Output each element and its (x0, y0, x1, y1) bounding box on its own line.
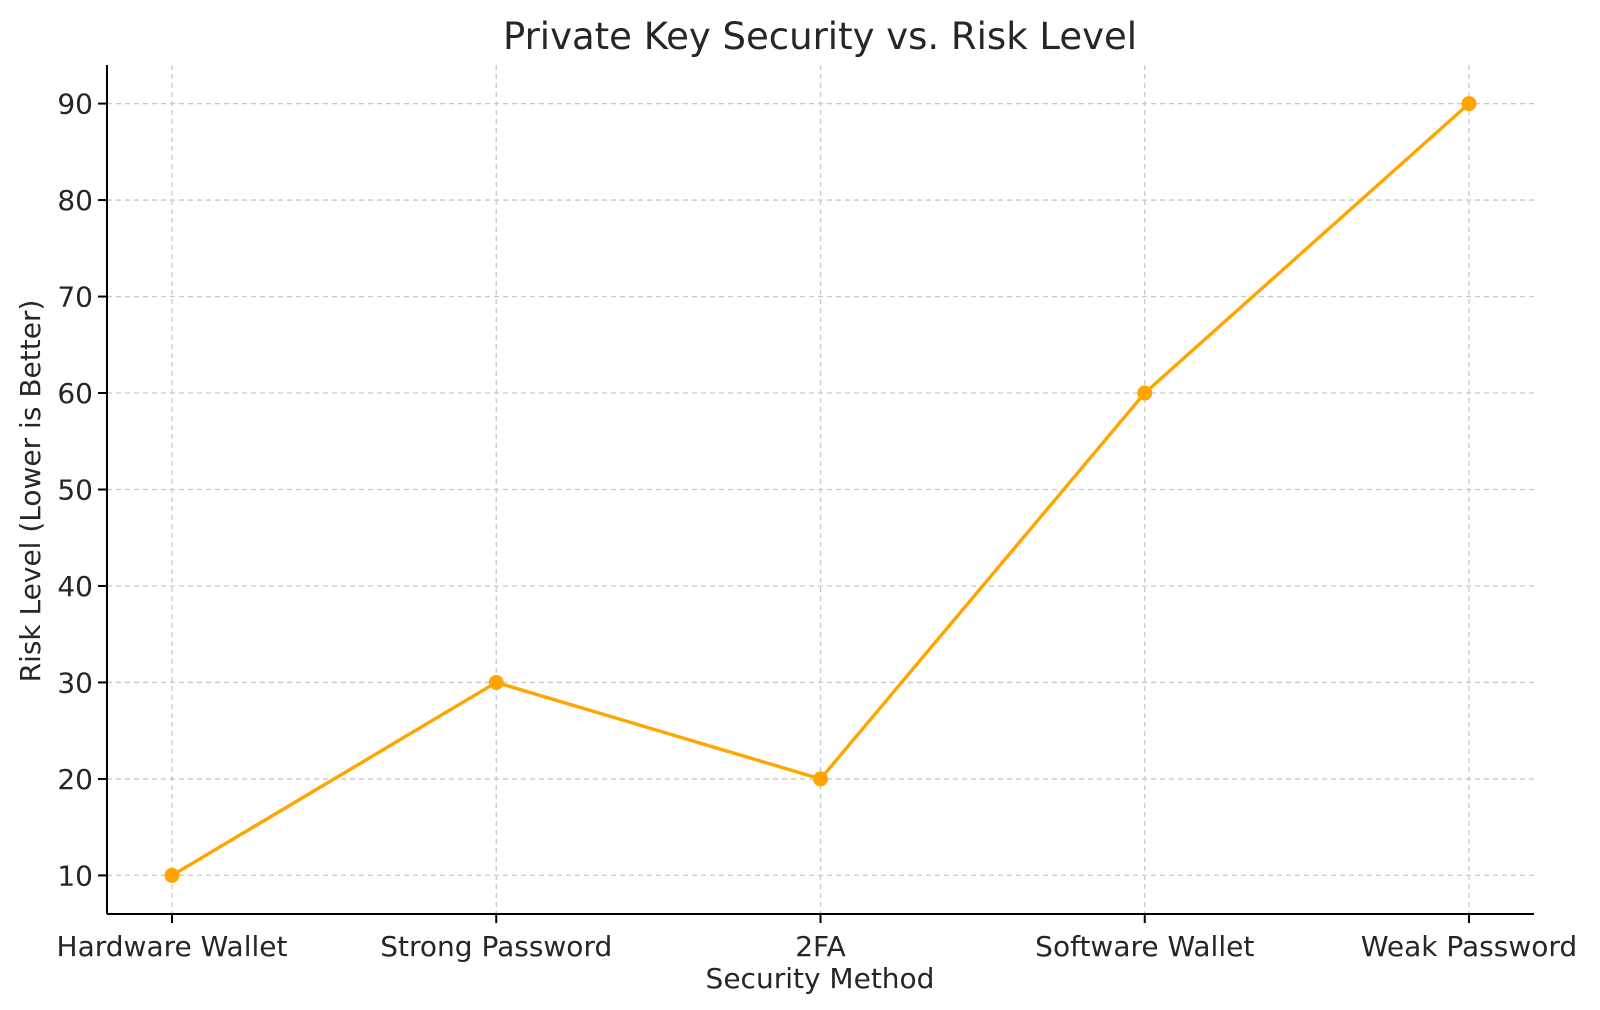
x-tick-label: Strong Password (380, 930, 612, 963)
data-point (488, 674, 504, 690)
y-tick-label: 60 (57, 377, 93, 410)
y-axis-label: Risk Level (Lower is Better) (14, 300, 47, 683)
x-tick-label: Hardware Wallet (57, 930, 288, 963)
y-tick-label: 70 (57, 281, 93, 314)
x-tick-label: Weak Password (1361, 930, 1577, 963)
data-point (1137, 385, 1153, 401)
y-tick-label: 20 (57, 763, 93, 796)
y-tick-label: 10 (57, 859, 93, 892)
y-tick-label: 90 (57, 88, 93, 121)
data-point (813, 771, 828, 787)
series (164, 96, 1477, 883)
y-tick-label: 30 (57, 666, 93, 699)
grid (107, 65, 1534, 914)
y-tick-label: 80 (57, 184, 93, 217)
data-point (1461, 96, 1477, 112)
ticks: 10 20 30 40 50 60 70 80 90 Hardware Wallet Strong … (57, 88, 1578, 963)
x-tick-label: 2FA (795, 930, 846, 963)
y-tick-label: 50 (57, 474, 93, 507)
chart-title: Private Key Security vs. Risk Level (503, 15, 1137, 58)
y-tick-label: 40 (57, 570, 93, 603)
x-axis-label: Security Method (706, 962, 935, 995)
x-tick-label: Software Wallet (1035, 930, 1254, 963)
data-point (164, 867, 180, 883)
